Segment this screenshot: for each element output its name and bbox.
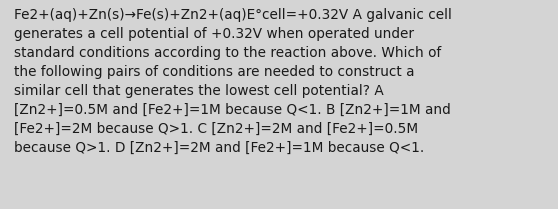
Text: Fe2+(aq)+Zn(s)→Fe(s)+Zn2+(aq)E°cell=+0.32V A galvanic cell
generates a cell pote: Fe2+(aq)+Zn(s)→Fe(s)+Zn2+(aq)E°cell=+0.3… xyxy=(14,8,452,155)
